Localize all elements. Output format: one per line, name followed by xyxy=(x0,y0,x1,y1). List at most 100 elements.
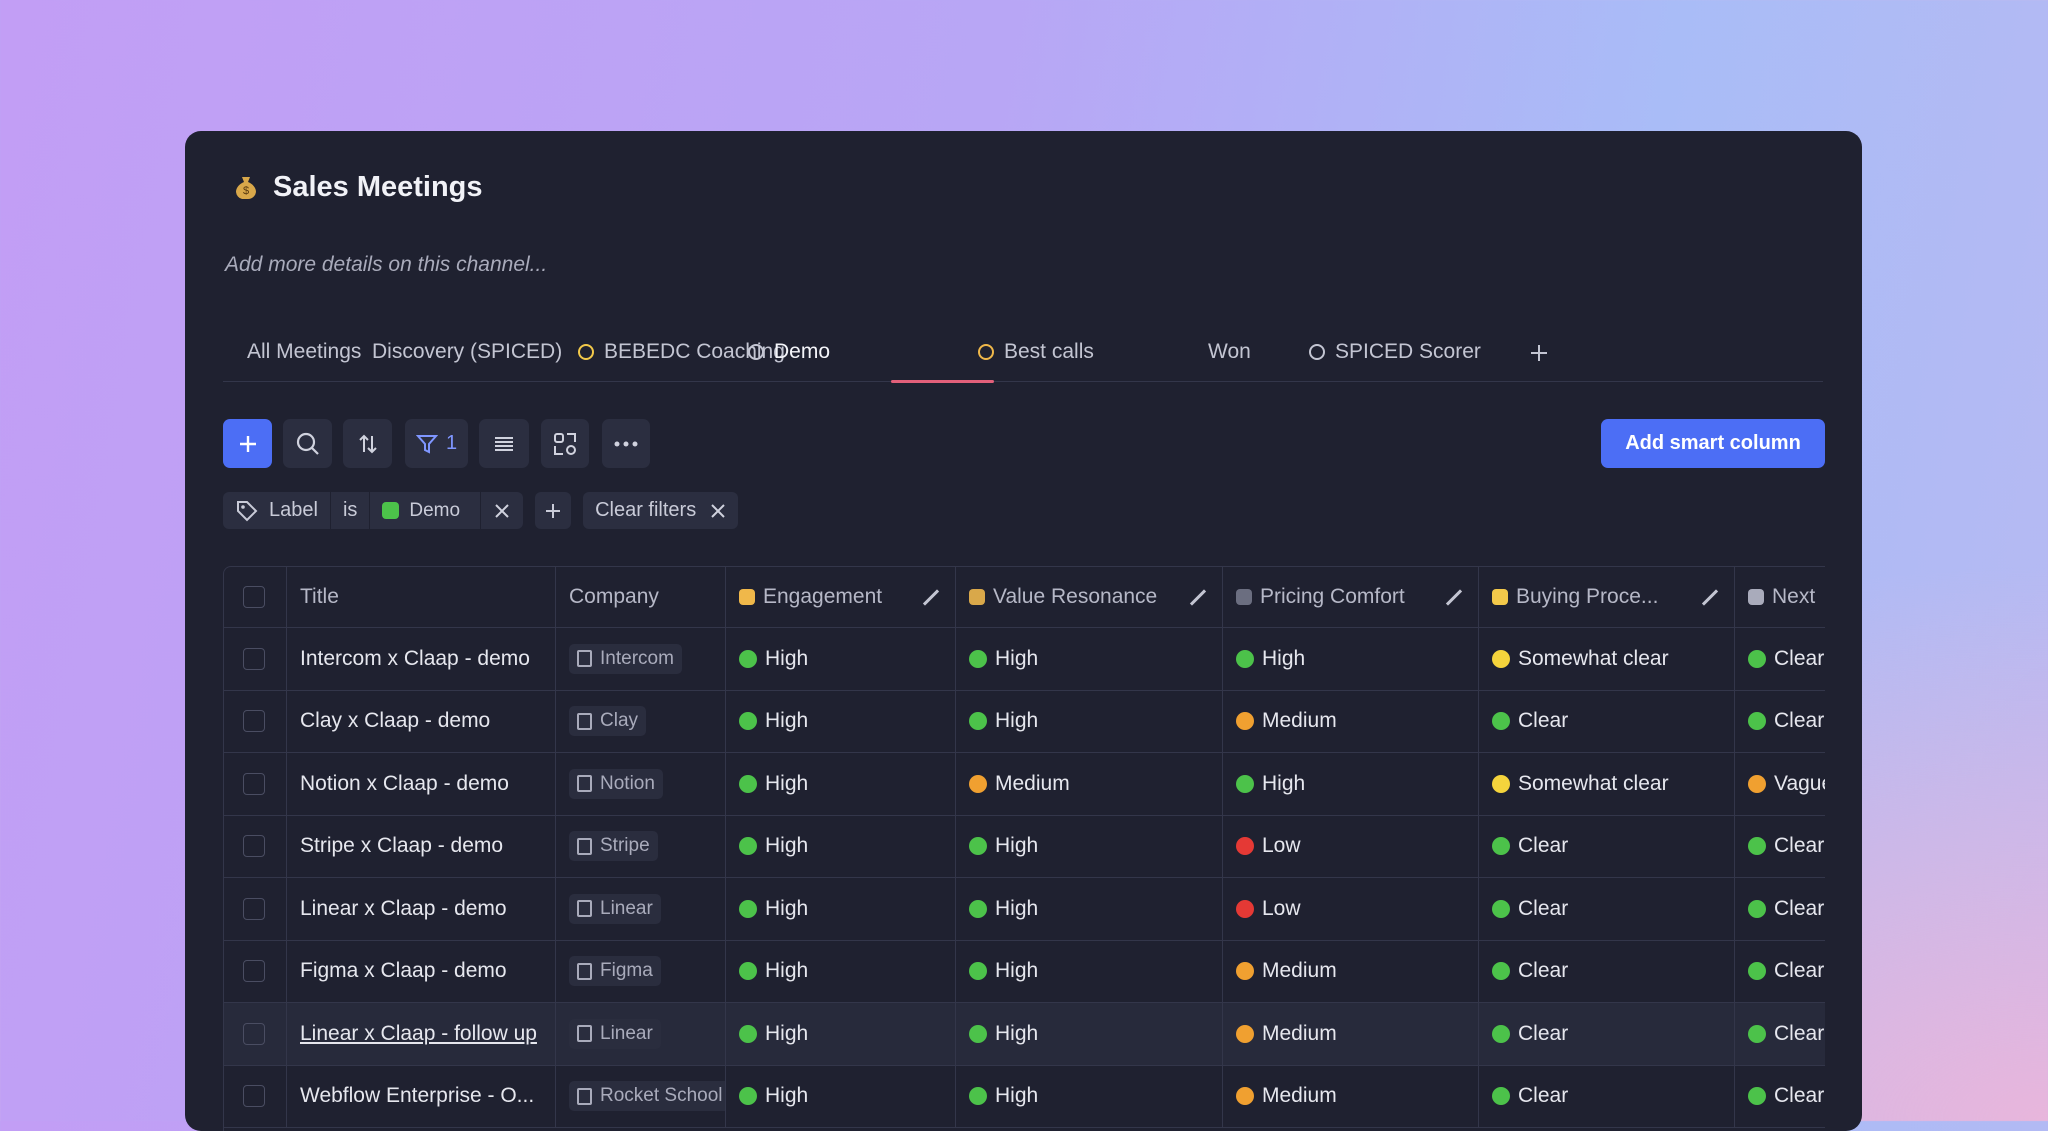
header-cell[interactable]: Pricing Comfort xyxy=(1223,567,1479,627)
status-label: Clear xyxy=(1518,834,1569,858)
filter-value[interactable]: Demo xyxy=(369,492,481,529)
company-chip[interactable]: Figma xyxy=(569,956,661,987)
cell: High xyxy=(726,628,956,690)
checkbox[interactable] xyxy=(243,960,265,983)
header-cell[interactable]: Next xyxy=(1735,567,1825,627)
status-label: Medium xyxy=(1262,1021,1337,1045)
tab[interactable]: Demo xyxy=(748,340,830,364)
table-row[interactable]: Figma x Claap - demo Figma High High Medium C… xyxy=(224,940,1825,1003)
status-label: Clear xyxy=(1518,1021,1569,1045)
sort-button[interactable] xyxy=(343,419,392,468)
company-icon xyxy=(577,900,592,918)
status-dot xyxy=(1236,649,1254,668)
table-row[interactable]: Linear x Claap - follow up Linear High High… xyxy=(224,1003,1825,1066)
status-dot xyxy=(969,774,987,793)
header-cell[interactable]: Value Resonance xyxy=(956,567,1223,627)
cell: Notion xyxy=(556,753,726,815)
cell: Clay xyxy=(556,690,726,752)
company-chip[interactable]: Linear xyxy=(569,1018,661,1049)
filter-operator[interactable]: is xyxy=(329,492,370,529)
status-label: High xyxy=(765,646,809,670)
tab[interactable]: Discovery (SPICED) xyxy=(372,340,562,364)
status-dot xyxy=(969,1024,987,1043)
tab[interactable]: SPICED Scorer xyxy=(1309,340,1481,364)
group-button[interactable] xyxy=(479,419,529,468)
add-tab[interactable] xyxy=(1528,342,1550,364)
checkbox-cell xyxy=(224,1003,287,1065)
checkbox[interactable] xyxy=(243,710,265,733)
meeting-title[interactable]: Webflow Enterprise - O... xyxy=(300,1084,535,1108)
status-label: Somewhat clear xyxy=(1518,646,1669,670)
add-filter[interactable] xyxy=(535,492,572,529)
company-chip[interactable]: Rocket School xyxy=(569,1081,725,1112)
status-label: Medium xyxy=(1262,709,1337,733)
header-cell[interactable]: Title xyxy=(287,567,556,627)
clear-filters[interactable]: Clear filters xyxy=(583,492,739,529)
meeting-title[interactable]: Notion x Claap - demo xyxy=(300,771,509,795)
meeting-title[interactable]: Intercom x Claap - demo xyxy=(300,646,530,670)
cell: High xyxy=(956,878,1223,940)
filter-field[interactable]: Label xyxy=(223,492,330,529)
meeting-title[interactable]: Linear x Claap - demo xyxy=(300,896,507,920)
cell: Low xyxy=(1223,878,1479,940)
more-button[interactable] xyxy=(602,419,650,468)
table-row[interactable]: Clay x Claap - demo Clay High High Medium Cle… xyxy=(224,690,1825,753)
status-label: High xyxy=(995,834,1039,858)
status-label: High xyxy=(765,896,809,920)
cell: Intercom xyxy=(556,628,726,690)
remove-filter[interactable] xyxy=(480,492,524,529)
tab[interactable]: Won xyxy=(1208,340,1251,364)
company-icon xyxy=(577,837,592,855)
company-chip[interactable]: Stripe xyxy=(569,831,658,862)
tab-label: Demo xyxy=(774,340,831,363)
tab[interactable]: Best calls xyxy=(978,340,1094,364)
status-dot xyxy=(1236,1024,1254,1043)
tab-icon xyxy=(1309,344,1325,360)
table-row[interactable]: Stripe x Claap - demo Stripe High High Low Cl… xyxy=(224,815,1825,878)
smart-icon xyxy=(1189,588,1207,606)
checkbox[interactable] xyxy=(243,1085,265,1108)
cell: High xyxy=(726,753,956,815)
checkbox[interactable] xyxy=(243,897,265,920)
meeting-title[interactable]: Clay x Claap - demo xyxy=(300,709,491,733)
view-button[interactable] xyxy=(541,419,589,468)
header-cell[interactable]: Engagement xyxy=(726,567,956,627)
table-row[interactable]: Webflow Enterprise - O... Rocket School Hi… xyxy=(224,1065,1825,1128)
status-label: Clear xyxy=(1774,709,1825,733)
table-row[interactable]: Intercom x Claap - demo Intercom High High H… xyxy=(224,628,1825,691)
search-button[interactable] xyxy=(283,419,332,468)
status-label: Clear xyxy=(1774,959,1825,983)
header-cell[interactable]: Buying Proce... xyxy=(1479,567,1735,627)
cell: Linear xyxy=(556,1003,726,1065)
tab[interactable]: BEBEDC Coaching xyxy=(578,340,785,364)
meeting-title[interactable]: Stripe x Claap - demo xyxy=(300,834,504,858)
filter-count: 1 xyxy=(445,432,458,454)
checkbox[interactable] xyxy=(243,772,265,795)
checkbox[interactable] xyxy=(243,1022,265,1045)
company-chip[interactable]: Intercom xyxy=(569,643,682,674)
table-row[interactable]: Notion x Claap - demo Notion High Medium Hig… xyxy=(224,753,1825,816)
meeting-title[interactable]: Figma x Claap - demo xyxy=(300,959,507,983)
channel-description[interactable]: Add more details on this channel... xyxy=(225,253,548,276)
status-dot xyxy=(1492,649,1510,668)
header-cell[interactable]: Company xyxy=(556,567,726,627)
company-chip[interactable]: Clay xyxy=(569,706,647,737)
company-chip[interactable]: Notion xyxy=(569,768,663,799)
filter-button[interactable]: 1 xyxy=(405,419,468,468)
checkbox[interactable] xyxy=(243,835,265,858)
table-row[interactable]: Linear x Claap - demo Linear High High Low Cl… xyxy=(224,878,1825,941)
status-label: Clear xyxy=(1518,709,1569,733)
status-label: High xyxy=(1262,771,1306,795)
column-icon xyxy=(1236,589,1252,605)
status-dot xyxy=(969,899,987,918)
add-smart-column[interactable]: Add smart column xyxy=(1601,419,1825,468)
add-button[interactable] xyxy=(223,419,272,468)
tab[interactable]: All Meetings xyxy=(247,340,361,364)
meeting-title[interactable]: Linear x Claap - follow up xyxy=(300,1021,537,1045)
checkbox[interactable] xyxy=(243,647,265,670)
column-icon xyxy=(969,589,985,605)
column-icon xyxy=(1748,589,1764,605)
cell: Rocket School xyxy=(556,1065,726,1127)
company-chip[interactable]: Linear xyxy=(569,893,661,924)
